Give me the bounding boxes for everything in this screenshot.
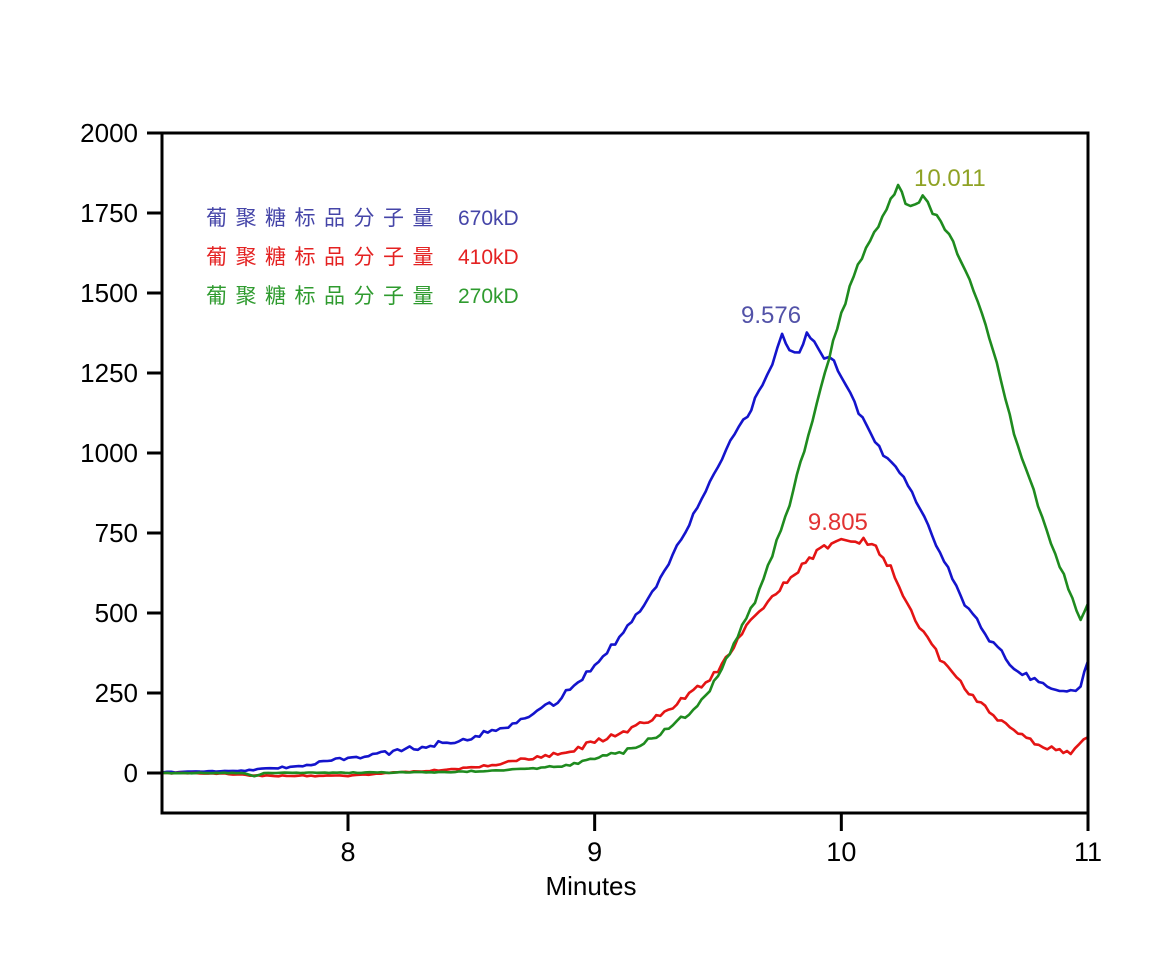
y-tick-label: 1250 xyxy=(80,358,138,388)
legend-label: 葡聚糖标品分子量 xyxy=(206,285,442,308)
peak-retention-time-label: 9.805 xyxy=(808,509,868,536)
y-tick-label: 250 xyxy=(95,678,138,708)
legend-value: 670kD xyxy=(458,207,519,230)
series-line-670kD xyxy=(163,331,1087,774)
peak-retention-time-label: 10.011 xyxy=(914,165,986,192)
peak-retention-time-label: 9.576 xyxy=(741,302,801,329)
series-line-270kD xyxy=(163,183,1087,778)
x-tick-label: 10 xyxy=(826,837,856,867)
legend-value: 270kD xyxy=(458,285,519,308)
x-axis-title: Minutes xyxy=(545,871,636,901)
series-line-410kD xyxy=(163,536,1087,778)
legend-value: 410kD xyxy=(458,246,519,269)
x-tick-label: 9 xyxy=(587,837,602,867)
y-tick-label: 1000 xyxy=(80,438,138,468)
y-tick-label: 500 xyxy=(95,598,138,628)
x-tick-label: 8 xyxy=(340,837,355,867)
y-tick-label: 0 xyxy=(124,758,138,788)
y-tick-label: 2000 xyxy=(80,118,138,148)
y-tick-label: 1750 xyxy=(80,198,138,228)
y-tick-label: 1500 xyxy=(80,278,138,308)
x-tick-label: 11 xyxy=(1074,837,1102,867)
plot-frame xyxy=(160,131,1090,815)
legend-label: 葡聚糖标品分子量 xyxy=(206,246,442,269)
legend-label: 葡聚糖标品分子量 xyxy=(206,207,442,230)
y-tick-label: 750 xyxy=(95,518,138,548)
